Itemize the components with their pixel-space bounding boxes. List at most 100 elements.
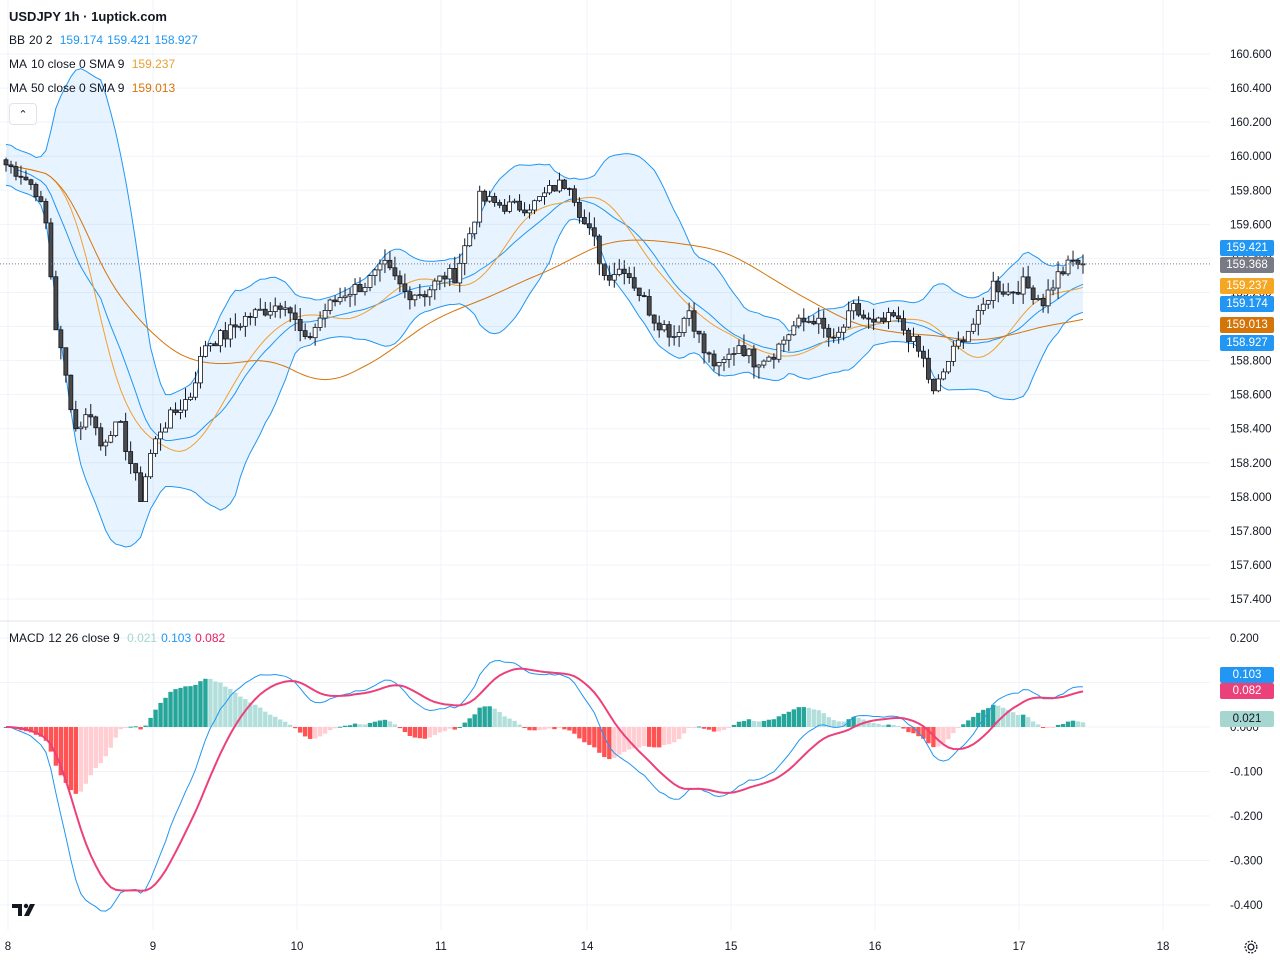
candle-body: [367, 275, 373, 288]
candle-body: [252, 309, 258, 318]
candle-body: [1070, 259, 1076, 262]
macd-histogram-bar: [28, 727, 34, 733]
macd-histogram-bar: [487, 706, 492, 727]
macd-tick-label: 0.200: [1230, 633, 1259, 645]
macd-histogram-bar: [332, 727, 338, 729]
candle-body: [457, 262, 463, 284]
tradingview-logo-icon[interactable]: [10, 900, 40, 920]
macd-histogram-bar: [482, 706, 487, 727]
macd-histogram-bar: [1020, 714, 1026, 727]
candle-body: [198, 355, 203, 384]
candle-body: [586, 223, 592, 229]
candle-body: [287, 307, 293, 314]
candle-body: [671, 336, 677, 338]
candle-body: [108, 435, 114, 443]
macd-histogram-bar: [248, 702, 253, 727]
candle-body: [567, 188, 572, 190]
price-tick-label: 159.800: [1230, 185, 1272, 197]
macd-histogram-bar: [73, 727, 79, 794]
price-tick-label: 160.000: [1230, 151, 1272, 163]
candle-body: [163, 427, 168, 433]
macd-histogram-bar: [801, 707, 806, 727]
candle-body: [921, 350, 926, 359]
candle-body: [676, 332, 682, 337]
candle-body: [726, 353, 732, 360]
macd-histogram-bar: [138, 727, 143, 730]
macd-histogram-bar: [1065, 721, 1071, 727]
ma10-legend-label: MA: [9, 57, 27, 71]
macd-histogram-bar: [502, 716, 507, 727]
macd-histogram-bar: [871, 723, 876, 727]
macd-histogram-bar: [921, 727, 926, 739]
macd-histogram-bar: [607, 727, 612, 760]
macd-histogram-bar: [253, 704, 258, 727]
macd-histogram-bar: [656, 727, 662, 748]
macd-histogram-bar: [228, 688, 233, 727]
gear-icon[interactable]: [1242, 938, 1260, 956]
macd-histogram-bar: [1060, 724, 1066, 727]
candle-body: [447, 268, 453, 280]
macd-histogram-bar: [292, 727, 298, 729]
macd-histogram-bar: [302, 727, 308, 737]
candle-body: [1010, 291, 1016, 294]
macd-histogram-bar: [602, 727, 607, 758]
candle-body: [183, 399, 188, 411]
macd-histogram-bar: [647, 727, 652, 747]
ma50-legend: MA 50 close 0 SMA 9 159.013: [9, 81, 179, 95]
candle-body: [791, 325, 797, 336]
candle-body: [975, 310, 981, 325]
candle-body: [606, 275, 612, 281]
candle-body: [871, 318, 876, 323]
candle-body: [811, 320, 817, 325]
candle-body: [68, 374, 74, 411]
candle-body: [63, 347, 69, 376]
macd-histogram-bar: [297, 727, 303, 733]
candle-body: [1060, 271, 1066, 275]
macd-histogram-bar: [891, 725, 896, 727]
ma10-value: 159.237: [131, 57, 176, 71]
macd-histogram-bar: [352, 723, 358, 727]
candle-body: [716, 362, 722, 367]
candle-body: [641, 295, 647, 297]
candle-body: [876, 317, 881, 323]
macd-histogram-bar: [68, 727, 74, 791]
collapse-legend-button[interactable]: ⌃: [9, 103, 37, 125]
time-tick-label: 10: [291, 941, 304, 953]
candle-body: [886, 312, 891, 322]
macd-histogram-bar: [936, 727, 941, 747]
macd-histogram-bar: [856, 717, 861, 727]
macd-histogram-bar: [427, 727, 433, 738]
candle-body: [995, 280, 1001, 293]
macd-value-histogram: 0.021: [127, 631, 158, 645]
chevron-up-icon: ⌃: [18, 108, 28, 121]
macd-histogram-bar: [53, 727, 59, 766]
candle-body: [631, 277, 637, 289]
macd-histogram-bar: [462, 722, 467, 727]
macd-histogram-bar: [766, 719, 772, 727]
candle-body: [267, 311, 273, 316]
price-tag-ma50: 159.013: [1220, 317, 1274, 333]
macd-histogram-bar: [956, 727, 961, 728]
ma10-legend: MA 10 close 0 SMA 9 159.237: [9, 57, 179, 71]
macd-histogram-bar: [128, 726, 133, 728]
candle-body: [218, 330, 223, 347]
macd-histogram-bar: [38, 727, 44, 737]
candle-body: [926, 357, 931, 380]
macd-histogram-bar: [642, 727, 647, 747]
macd-histogram-bar: [397, 727, 403, 729]
macd-histogram-bar: [886, 724, 891, 727]
candle-body: [731, 353, 737, 355]
macd-histogram-bar: [721, 727, 727, 730]
macd-histogram-bar: [966, 720, 971, 727]
candle-body: [701, 333, 707, 354]
candle-body: [1040, 297, 1046, 307]
candle-body: [292, 312, 298, 320]
macd-histogram-bar: [941, 727, 946, 744]
macd-histogram-bar: [78, 727, 83, 792]
candle-body: [706, 352, 712, 355]
candle-body: [985, 300, 991, 305]
time-tick-label: 18: [1157, 941, 1170, 953]
macd-histogram-bar: [108, 727, 113, 748]
macd-histogram-bar: [946, 727, 951, 740]
